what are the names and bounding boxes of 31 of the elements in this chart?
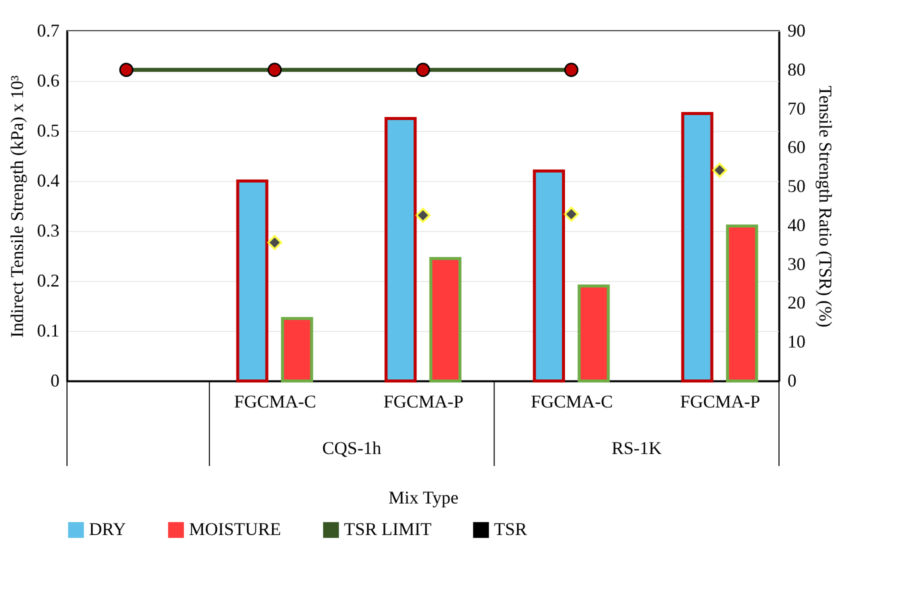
y-tick-label: 0.1 xyxy=(37,320,60,340)
text: RS-1K xyxy=(612,438,662,458)
y-tick-label: 0.3 xyxy=(37,220,60,240)
y2-tick-label: 90 xyxy=(788,20,806,40)
y2-tick-label: 70 xyxy=(788,98,806,118)
x-tick-label: FGCMA-C xyxy=(530,392,613,412)
y-tick-label: 0.2 xyxy=(37,270,60,290)
x-tick-label: FGCMA-P xyxy=(383,392,464,412)
legend-label: DRY xyxy=(89,519,126,539)
y2-tick-label: 50 xyxy=(788,176,806,196)
legend-label: MOISTURE xyxy=(189,519,282,539)
legend-label: TSR LIMIT xyxy=(344,519,432,539)
y-tick-label: 0.4 xyxy=(37,170,60,190)
y2-tick-label: 40 xyxy=(788,214,806,235)
y2-tick-label: 30 xyxy=(788,254,806,274)
y2-tick-label: 10 xyxy=(788,332,806,352)
y-tick-label: 0.5 xyxy=(37,120,60,140)
x-axis-title: Mix Type xyxy=(388,488,458,508)
y2-tick-label: 80 xyxy=(788,59,806,80)
y2-tick-label: 20 xyxy=(788,292,806,313)
y-tick-label: 0.7 xyxy=(37,20,60,40)
y-tick-label: 0 xyxy=(50,370,60,390)
y-tick-label: 0.6 xyxy=(37,70,60,90)
y-axis-title: Indirect Tensile Strength (kPa) x 10³ xyxy=(7,74,27,338)
y2-tick-label: 60 xyxy=(788,137,806,158)
y2-tick-label: 0 xyxy=(788,370,796,390)
text: CQS-1h xyxy=(322,438,382,458)
x-tick-label: FGCMA-C xyxy=(234,392,316,412)
y2-axis-title: Tensile Strength Ratio (TSR) (%) xyxy=(816,86,836,328)
x-tick-label: FGCMA-P xyxy=(680,392,760,412)
legend-label: TSR xyxy=(494,519,528,539)
